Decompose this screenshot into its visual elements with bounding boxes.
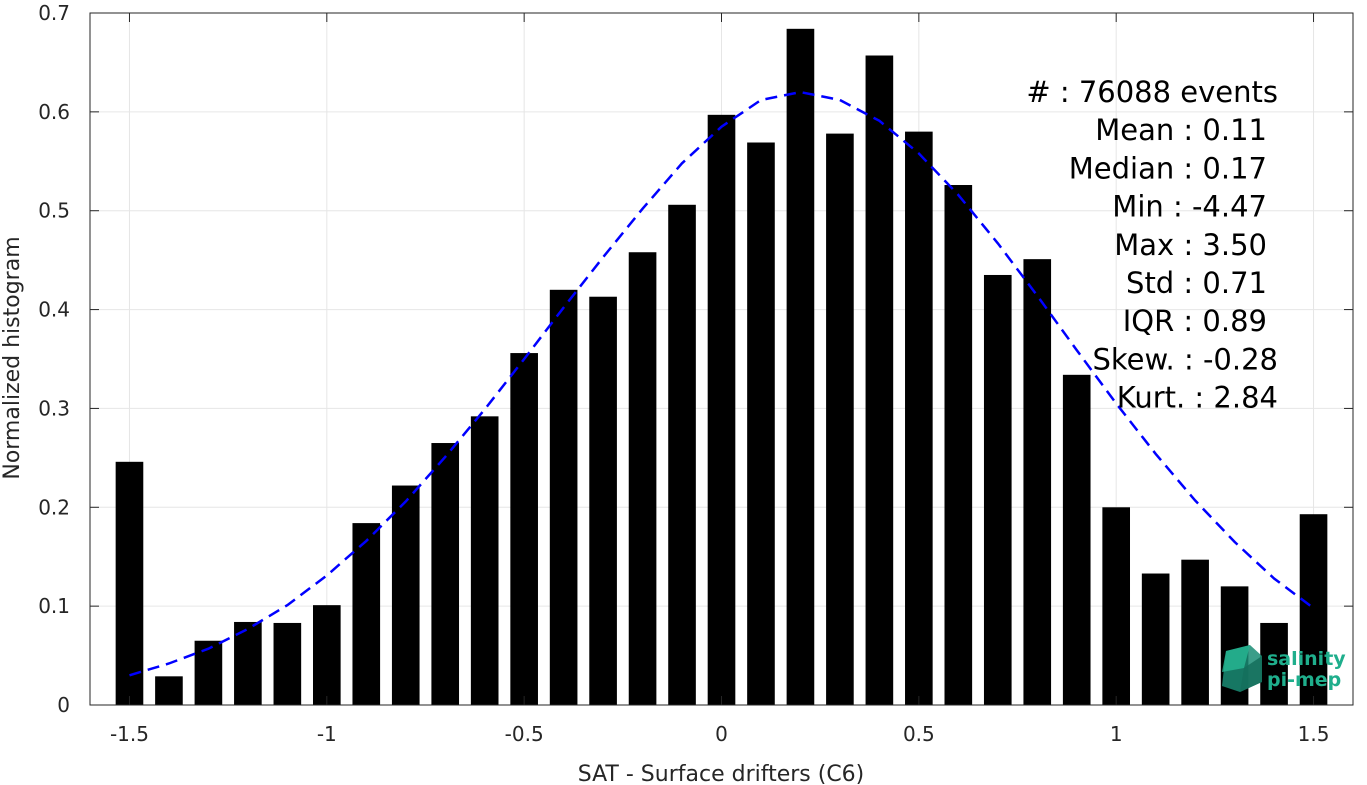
histogram-bar <box>865 55 894 706</box>
histogram-bar <box>944 185 973 706</box>
stat-line: Std : 0.71 <box>1126 266 1267 300</box>
fit-curve <box>129 90 1315 677</box>
stat-line: Median : 0.17 <box>1069 151 1267 185</box>
histogram-bar <box>431 443 460 705</box>
histogram-bar <box>905 131 933 706</box>
histogram-bar <box>628 252 657 705</box>
x-axis-label: SAT - Surface drifters (C6) <box>578 762 865 785</box>
stat-line: Kurt. : 2.84 <box>1117 381 1278 415</box>
histogram-bar <box>826 133 854 705</box>
histogram-bar <box>273 622 302 705</box>
histogram-bar <box>1181 559 1209 705</box>
histogram-bar <box>747 142 775 705</box>
gaussian-fit-line <box>129 90 1315 677</box>
histogram-bar <box>234 621 262 705</box>
x-tick-label: 0.5 <box>903 722 935 746</box>
histogram-bar <box>983 274 1012 705</box>
x-tick-label: 1 <box>1110 722 1123 746</box>
statistics-box: # : 76088 events Mean : 0.11 Median : 0.17… <box>1026 75 1278 415</box>
histogram-bar <box>312 605 341 705</box>
x-tick-label: -1.5 <box>110 722 149 746</box>
y-tick-label: 0.3 <box>38 396 70 420</box>
stat-line: Skew. : -0.28 <box>1092 342 1278 376</box>
axes <box>89 12 1354 706</box>
histogram-bar <box>391 485 420 705</box>
y-tick-label: 0.1 <box>38 594 70 618</box>
stat-line: # : 76088 events <box>1026 75 1278 109</box>
histogram-bar <box>115 461 144 705</box>
histogram-bar <box>1299 514 1328 705</box>
histogram-bars <box>115 28 1328 706</box>
salinity-pi-mep-logo: salinity pi-mep <box>1222 645 1346 692</box>
stat-line: Min : -4.47 <box>1112 190 1267 224</box>
y-axis-label: Normalized histogram <box>0 236 25 479</box>
histogram-bar <box>1260 622 1288 705</box>
logo-line-2: pi-mep <box>1267 669 1341 691</box>
x-tick-label: 1.5 <box>1298 722 1330 746</box>
y-tick-label: 0.5 <box>38 199 70 223</box>
tick-labels: -1.5 -1 -0.5 0 0.5 1 1.5 0 0.1 0.2 0.3 0.4 0.5 0.6 0.7 <box>38 1 1329 746</box>
logo-line-1: salinity <box>1267 648 1346 670</box>
histogram-bar <box>352 523 381 705</box>
histogram-bar <box>707 114 736 705</box>
y-tick-label: 0.4 <box>38 298 70 322</box>
stat-line: Max : 3.50 <box>1114 228 1267 262</box>
histogram-bar <box>470 416 499 705</box>
stat-line: IQR : 0.89 <box>1123 304 1267 338</box>
histogram-bar <box>589 296 617 705</box>
histogram-bar <box>549 289 578 705</box>
histogram-bar <box>510 353 538 705</box>
stat-line: Mean : 0.11 <box>1095 113 1267 147</box>
histogram-bar <box>1141 573 1170 705</box>
y-tick-label: 0.7 <box>38 1 70 25</box>
y-tick-label: 0 <box>57 693 70 717</box>
x-tick-label: -1 <box>317 722 337 746</box>
x-tick-label: 0 <box>715 722 728 746</box>
histogram-bar <box>1062 374 1091 705</box>
y-tick-label: 0.6 <box>38 100 70 124</box>
histogram-bar <box>194 640 223 705</box>
histogram-bar <box>155 676 183 705</box>
x-tick-label: -0.5 <box>505 722 544 746</box>
histogram-bar <box>668 204 696 706</box>
logo-mark-icon <box>1222 645 1262 692</box>
histogram-bar <box>1102 507 1131 705</box>
histogram-bar <box>1023 259 1052 705</box>
y-tick-label: 0.2 <box>38 495 70 519</box>
histogram-bar <box>786 28 815 706</box>
